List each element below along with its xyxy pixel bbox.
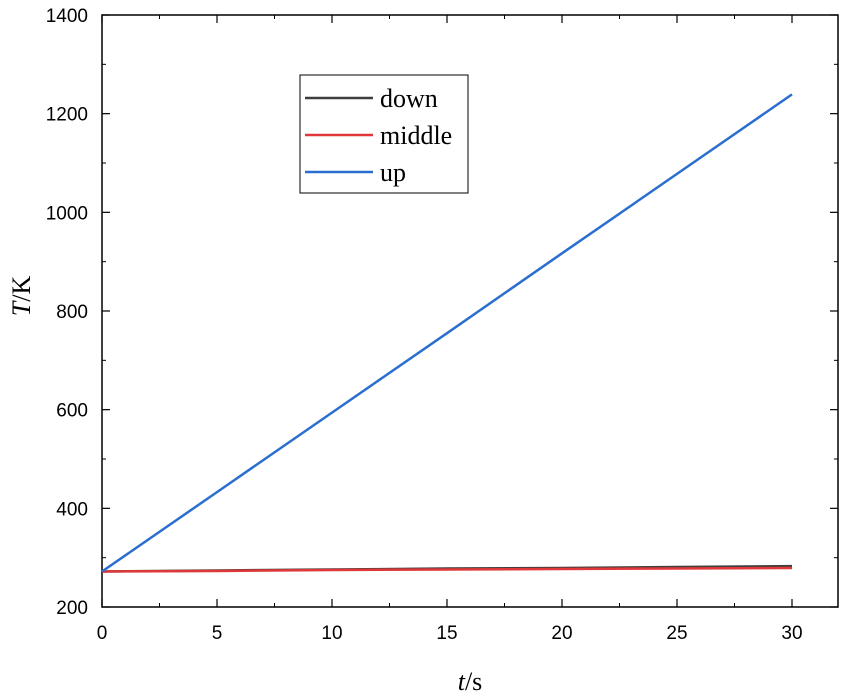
legend-label-down: down [380, 84, 438, 113]
x-tick-label: 10 [321, 623, 342, 644]
plot-frame [101, 14, 839, 608]
x-tick-label: 20 [551, 623, 572, 644]
y-tick-label: 600 [56, 401, 88, 422]
x-tick-label: 25 [666, 623, 687, 644]
y-tick-label: 800 [56, 302, 88, 323]
legend-label-middle: middle [380, 121, 452, 150]
series-line-up [101, 93, 793, 573]
x-axis-title: t/s [458, 667, 483, 696]
y-axis-title: T/K [7, 276, 36, 317]
x-tick-label: 5 [212, 623, 223, 644]
y-tick-label: 1200 [46, 105, 88, 126]
x-tick-label: 15 [436, 623, 457, 644]
series-line-middle [101, 566, 793, 573]
series-lines [101, 93, 793, 573]
y-tick-label: 1000 [46, 203, 88, 224]
legend: down middle up [299, 74, 469, 194]
y-tick-label: 200 [56, 598, 88, 619]
y-tick-label: 400 [56, 499, 88, 520]
x-tick-label: 0 [97, 623, 108, 644]
legend-label-up: up [380, 158, 406, 187]
axis-ticks: 0 5 10 15 20 25 30 200 400 600 800 1000 1200 1400 [46, 6, 838, 644]
y-tick-label: 1400 [46, 6, 88, 27]
x-tick-label: 30 [781, 623, 802, 644]
